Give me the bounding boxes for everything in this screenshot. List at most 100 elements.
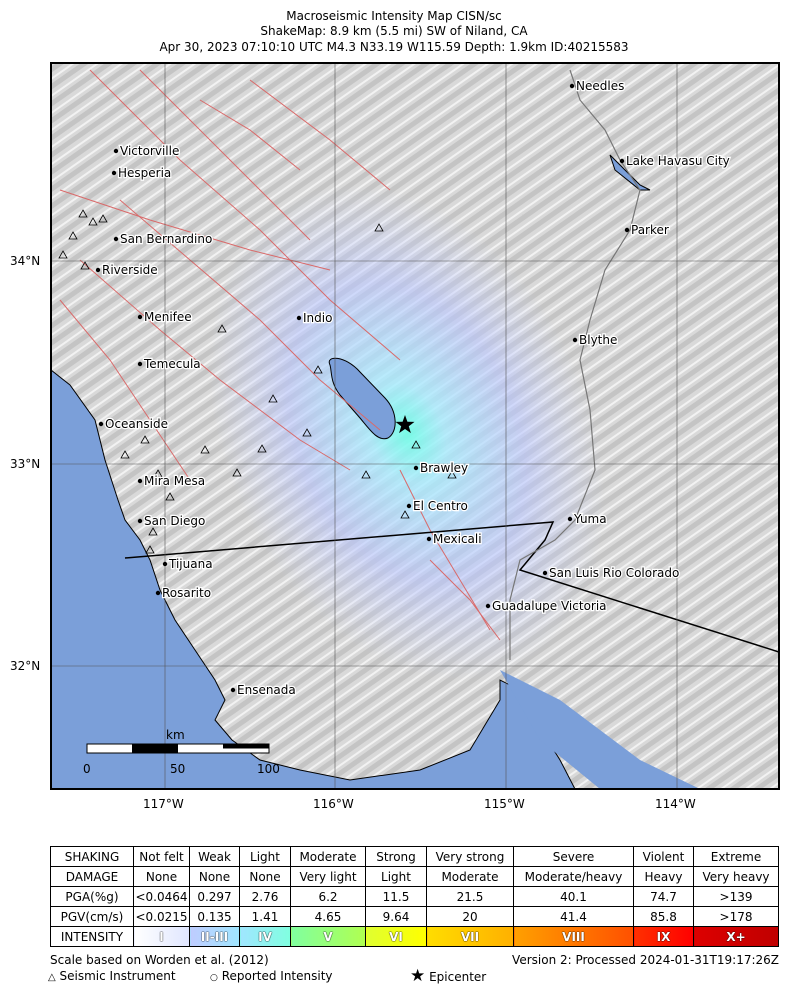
city-label[interactable]: Brawley [419,460,470,477]
city-label[interactable]: Yuma [572,511,608,528]
city-dot-icon [113,148,119,154]
version-info: Version 2: Processed 2024-01-31T19:17:26… [512,953,779,967]
legend-cell: 11.5 [365,886,427,907]
city-label[interactable]: Rosarito [161,585,213,602]
city-dot-icon [230,687,236,693]
seismic-instrument-icon[interactable] [145,545,155,554]
seismic-instrument-icon[interactable] [313,365,323,374]
seismic-instrument-icon[interactable] [98,214,108,223]
seismic-instrument-icon[interactable] [200,445,210,454]
legend-cell: 74.7 [633,886,694,907]
city-label[interactable]: Indio [302,310,334,327]
legend-cell: Moderate [426,866,514,887]
intensity-cell: VII [426,926,514,947]
city-label[interactable]: Mira Mesa [143,473,207,490]
legend-cell: 0.297 [189,886,240,907]
intensity-map[interactable]: Needles Lake Havasu City Victorville Hesper… [0,0,788,800]
city-label[interactable]: Lake Havasu City [625,153,731,170]
legend-cell: 6.2 [290,886,366,907]
city-label[interactable]: Temecula [142,356,202,373]
city-label[interactable]: Blythe [578,332,619,349]
seismic-instrument-icon[interactable] [88,217,98,226]
seismic-instrument-icon[interactable] [78,209,88,218]
seismic-instrument-icon[interactable] [148,527,158,536]
city-label[interactable]: Needles [575,78,626,95]
city-label[interactable]: San Luis Rio Colorado [548,565,681,582]
city-label[interactable]: El Centro [412,498,469,515]
lon-tick-117: 117°W [143,797,184,811]
seismic-instrument-icon[interactable] [153,469,163,478]
city-label[interactable]: Menifee [143,309,193,326]
seismic-instrument-icon[interactable] [217,324,227,333]
epicenter-label: Epicenter [429,970,487,984]
scale-label-0: 0 [83,762,91,776]
city-label[interactable]: San Bernardino [119,231,214,248]
legend-row-header: PGV(cm/s) [50,906,134,927]
city-dot-icon [155,590,161,596]
legend-cell: Moderate [290,846,366,867]
borders [124,521,779,653]
city-dot-icon [542,570,548,576]
city-label[interactable]: Mexicali [432,531,483,548]
city-label[interactable]: Parker [630,222,670,239]
seismic-instrument-icon[interactable] [361,470,371,479]
legend-cell: 20 [426,906,514,927]
legend-cell: <0.0464 [133,886,190,907]
lat-tick-32: 32°N [10,659,41,673]
legend-cell: <0.0215 [133,906,190,927]
city-label[interactable]: Guadalupe Victoria [491,598,608,615]
city-dot-icon [572,337,578,343]
intensity-cell: IX [633,926,694,947]
legend-cell: Strong [365,846,427,867]
seismic-instrument-icon[interactable] [374,223,384,232]
city-dot-icon [569,83,575,89]
cities: Needles Lake Havasu City Victorville Hesper… [95,78,731,699]
seismic-instrument-icon[interactable] [120,450,130,459]
city-label[interactable]: Riverside [101,262,159,279]
legend-cell: 21.5 [426,886,514,907]
city-label[interactable]: Tijuana [167,556,214,573]
seismic-instrument-icon[interactable] [68,231,78,240]
seismic-instrument-icon[interactable] [165,492,175,501]
seismic-instrument-icon[interactable] [80,261,90,270]
legend-cell: Very light [290,866,366,887]
circle-icon: ○ [210,973,218,983]
seismic-instrument-icon[interactable] [400,510,410,519]
city-dot-icon [619,158,625,164]
seismic-instrument-icon[interactable] [302,428,312,437]
seismic-instrument-icon[interactable] [257,444,267,453]
city-dot-icon [426,536,432,542]
city-dot-icon [95,267,101,273]
colorado-river [509,69,641,660]
intensity-cell: IV [239,926,291,947]
legend-cell: 9.64 [365,906,427,927]
legend-cell: Moderate/heavy [513,866,634,887]
epicenter-star-icon[interactable] [395,415,415,434]
legend-row: SHAKING Not felt Weak Light Moderate Strong Ve… [50,846,779,867]
legend-row-header: DAMAGE [50,866,134,887]
legend-cell: 40.1 [513,886,634,907]
map-title: Macroseismic Intensity Map CISN/sc [286,9,502,23]
city-label[interactable]: Ensenada [236,682,297,699]
seismic-instrument-icon[interactable] [58,250,68,259]
seismic-instrument-icon[interactable] [411,440,421,449]
seismic-instrument-icon[interactable] [447,470,457,479]
city-label[interactable]: San Diego [143,513,207,530]
legend-cell: Heavy [633,866,694,887]
city-label[interactable]: Victorville [119,143,181,160]
city-dot-icon [137,478,143,484]
seismic-instrument-icon[interactable] [140,435,150,444]
scale-label-50: 50 [170,762,185,776]
legend-cell: Light [365,866,427,887]
seismic-instrument-icon[interactable] [232,468,242,477]
scale-note: Scale based on Worden et al. (2012) [50,953,269,967]
intensity-cell: X+ [693,926,779,947]
map-frame [50,62,780,790]
lon-tick-116: 116°W [313,797,354,811]
legend-row-header: PGA(%g) [50,886,134,907]
city-label[interactable]: Oceanside [104,416,169,433]
event-details: Apr 30, 2023 07:10:10 UTC M4.3 N33.19 W1… [159,40,629,54]
seismic-instrument-icon[interactable] [268,394,278,403]
city-label[interactable]: Hesperia [117,165,173,182]
